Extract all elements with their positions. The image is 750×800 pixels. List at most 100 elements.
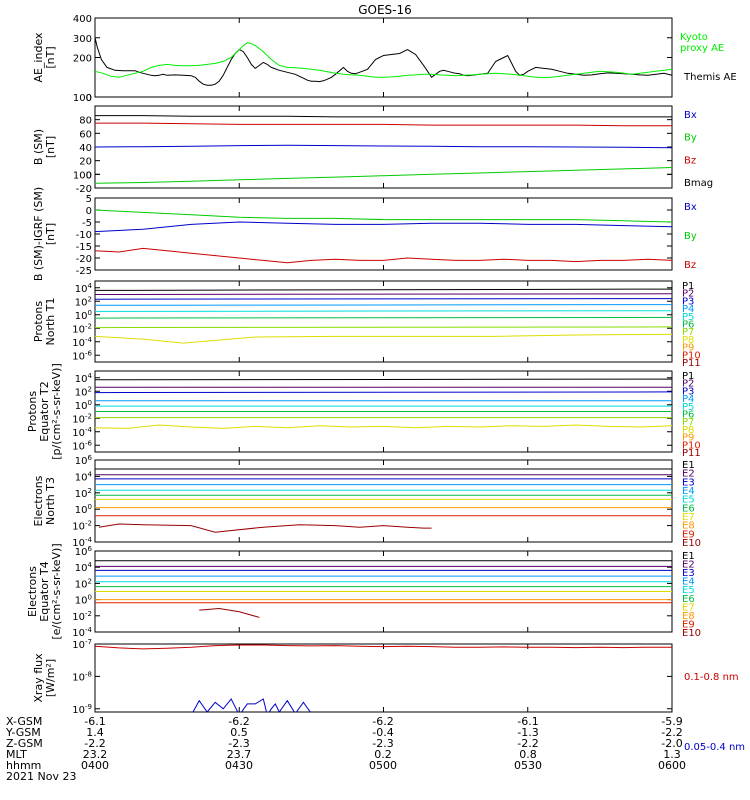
legend-e4: E4 <box>682 486 695 497</box>
series-group <box>95 644 672 712</box>
y-tick-label: 10-2 <box>72 412 92 425</box>
y-axis-label: North T1 <box>44 298 57 346</box>
legend-p10: P10 <box>682 350 701 361</box>
series-p3-line <box>95 391 672 394</box>
series-kyoto-proxy-ae-line <box>95 42 672 79</box>
legend-p9: P9 <box>682 433 694 444</box>
legend-p8: P8 <box>682 425 694 436</box>
series-p8-line <box>95 333 672 344</box>
y-tick-label: 10-4 <box>72 336 92 349</box>
y-axis-label: Xray flux <box>32 653 45 703</box>
legend-bmag: Bmag <box>684 178 713 189</box>
y-tick-label: 104 <box>75 470 93 483</box>
y-axis-label: [p/(cm²-s-sr-keV)] <box>50 363 63 460</box>
y-axis-label: B (SM)-IGRF (SM) <box>32 187 45 281</box>
y-tick-label: 102 <box>75 295 92 308</box>
y-tick-label: -15 <box>76 242 92 253</box>
ephemeris-value: -6.2 <box>372 715 393 728</box>
ephemeris-label: hhmm <box>6 759 41 772</box>
y-axis-label: Equator T4 <box>38 561 51 621</box>
ephemeris-value: -2.3 <box>228 737 249 750</box>
ephemeris-value: -2.2 <box>661 726 682 739</box>
legend-e2: E2 <box>682 469 695 480</box>
ephemeris-value: 0.2 <box>374 748 392 761</box>
y-tick-label: 102 <box>75 385 92 398</box>
panel-frame <box>94 280 673 363</box>
series-0-05-0-4-nm-line <box>138 698 311 712</box>
legend-p1: P1 <box>682 371 694 382</box>
ephemeris-value: 23.2 <box>83 748 108 761</box>
ephemeris-value: 1.3 <box>663 748 681 761</box>
ephemeris-value: -2.2 <box>84 737 105 750</box>
series-group <box>95 115 672 184</box>
series-bmag-line <box>95 115 672 118</box>
legend-p1: P1 <box>682 281 694 292</box>
series-group <box>95 560 672 618</box>
legend-0-05-0-4-nm: 0.05-0.4 nm <box>684 742 745 753</box>
legend-e6: E6 <box>682 503 695 514</box>
y-tick-label: 10-2 <box>72 520 92 533</box>
legend-p7: P7 <box>682 417 694 428</box>
y-tick-label: 100 <box>75 594 92 607</box>
panel-7: 10-4 10-2 100 102 104 106 Electrons Equator T4[… <box>26 543 701 639</box>
y-axis-label: Electrons <box>32 475 45 526</box>
y-tick-label: 200 <box>73 54 92 65</box>
panel-2: -20 0 20 40 60 80 100 B (SM) [nT] Bx By Bz Bmag <box>32 105 713 195</box>
y-tick-label: 400 <box>73 14 92 25</box>
ephemeris-value: 0500 <box>369 759 397 772</box>
y-tick-label: 100 <box>75 503 92 516</box>
panel-frame <box>94 643 673 713</box>
y-tick-label: 10-6 <box>72 349 92 362</box>
series-e10-line <box>98 523 432 533</box>
y-tick-label: 100 <box>73 93 92 104</box>
ephemeris-label: Z-GSM <box>6 737 43 750</box>
y-axis-label: [nT] <box>44 223 57 245</box>
y-axis-label: [nT] <box>44 136 57 158</box>
legend-p5: P5 <box>682 402 694 413</box>
legend-p2: P2 <box>682 379 694 390</box>
legend-e5: E5 <box>682 495 695 506</box>
series-group <box>95 209 672 264</box>
ephemeris-value: -5.9 <box>661 715 682 728</box>
series-0-1-0-8-nm-line <box>95 644 672 650</box>
legend-by: By <box>684 133 697 144</box>
legend-e3: E3 <box>682 477 695 488</box>
legend-p10: P10 <box>682 440 701 451</box>
y-axis-label: Protons <box>32 301 45 342</box>
ephemeris-value: 0.5 <box>230 726 248 739</box>
legend-p3: P3 <box>682 386 694 397</box>
legend-p2: P2 <box>682 289 694 300</box>
ephemeris-value: 23.7 <box>227 748 252 761</box>
y-tick-label: 104 <box>75 282 93 295</box>
ephemeris-value: -2.3 <box>372 737 393 750</box>
panel-frame <box>94 17 673 98</box>
ephemeris-value: -2.2 <box>517 737 538 750</box>
legend-e7: E7 <box>682 602 695 613</box>
legend-bx: Bx <box>684 110 697 121</box>
panel-frame <box>94 459 673 543</box>
legend-e1: E1 <box>682 551 695 562</box>
legend-e8: E8 <box>682 611 695 622</box>
series-bx-line <box>95 144 672 149</box>
ephemeris-value: -6.1 <box>84 715 105 728</box>
series-themis-ae-line <box>95 37 672 86</box>
legend-bz: Bz <box>684 155 696 166</box>
series-by-line <box>95 209 672 223</box>
ephemeris-value: 0600 <box>658 759 686 772</box>
plot-title: GOES-16 <box>358 3 412 17</box>
ephemeris-value: 1.4 <box>86 726 104 739</box>
legend-e9: E9 <box>682 619 695 630</box>
series-p4-line <box>95 304 672 306</box>
y-tick-label: -20 <box>76 254 92 265</box>
legend-e8: E8 <box>682 521 695 532</box>
series-p5-line <box>95 310 672 312</box>
ephemeris-value: 0.8 <box>519 748 537 761</box>
series-p1-line <box>95 288 672 291</box>
legend-p11: P11 <box>682 448 701 459</box>
legend-e3: E3 <box>682 568 695 579</box>
legend-e10: E10 <box>682 538 701 549</box>
legend-p4: P4 <box>682 304 694 315</box>
